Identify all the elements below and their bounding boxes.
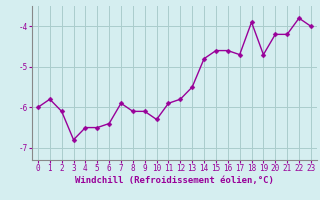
X-axis label: Windchill (Refroidissement éolien,°C): Windchill (Refroidissement éolien,°C) (75, 176, 274, 185)
